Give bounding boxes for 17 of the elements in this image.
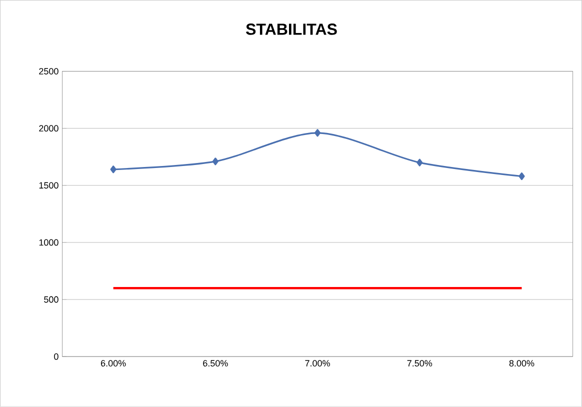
x-tick-label: 7.50%: [407, 360, 432, 367]
chart-title: STABILITAS: [246, 24, 337, 35]
x-tick-label: 8.00%: [509, 360, 534, 367]
x-tick-label: 6.50%: [203, 360, 228, 367]
y-tick-label: 2500: [39, 68, 58, 75]
y-tick-label: 500: [44, 296, 58, 303]
point: [314, 129, 321, 137]
point: [110, 166, 116, 174]
x-tick-label: 6.00%: [101, 360, 126, 367]
y-tick-label: 0: [54, 353, 58, 360]
y-tick-label: 1000: [39, 239, 58, 246]
x-tick-label: 7.00%: [305, 360, 330, 367]
y-tick-label: 1500: [39, 182, 58, 189]
point: [416, 158, 423, 166]
point: [518, 172, 525, 180]
point: [212, 158, 218, 166]
y-tick-label: 2000: [39, 125, 58, 132]
